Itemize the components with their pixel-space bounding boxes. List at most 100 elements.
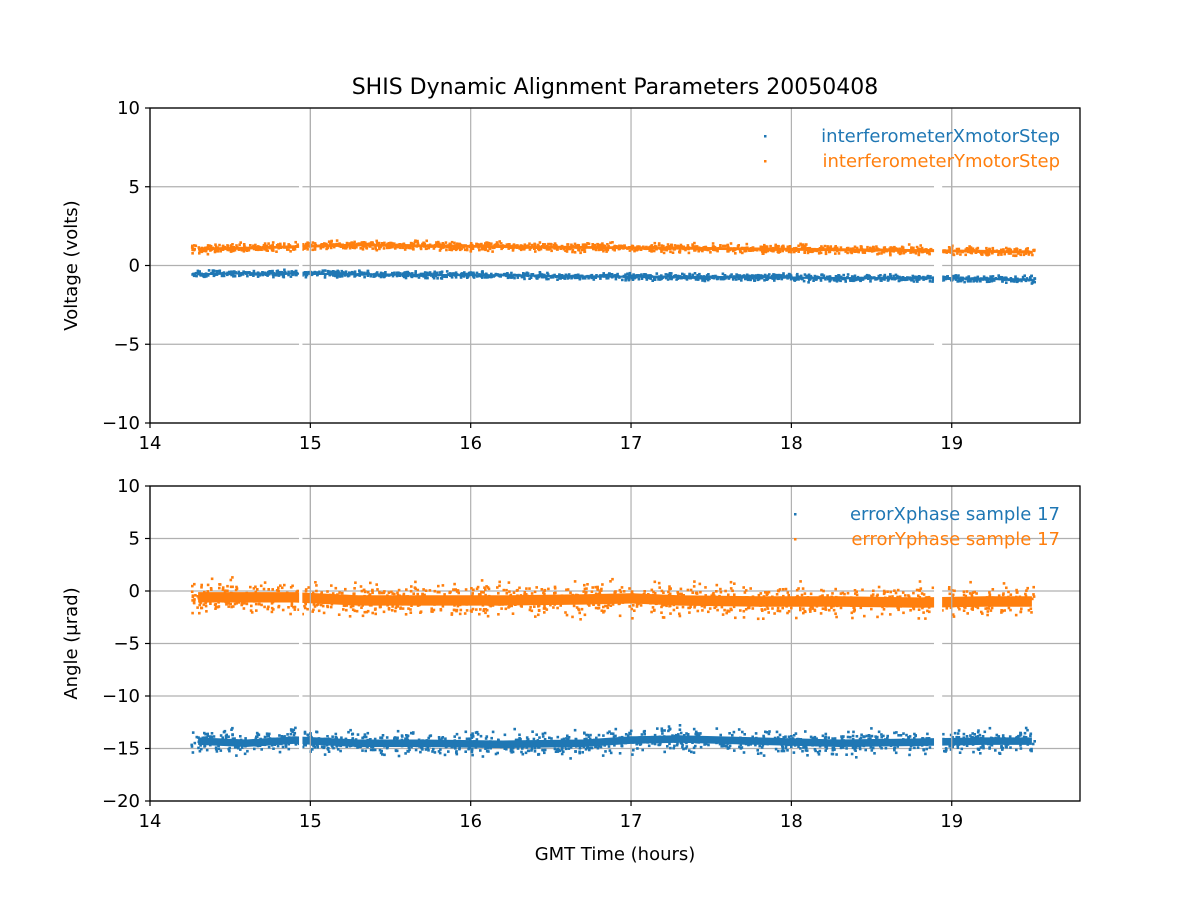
data-point [279,244,282,247]
data-point [660,611,663,614]
data-point [199,273,202,277]
data-point [623,244,626,247]
data-point [210,735,213,739]
data-point [693,248,696,252]
data-point [528,608,532,612]
data-point [875,595,879,598]
data-point [998,752,1002,755]
data-point [452,588,455,591]
data-point [351,737,355,740]
data-point [518,733,521,737]
data-point [876,593,879,597]
data-point [450,272,453,276]
data-point [804,746,807,749]
data-point [731,277,735,280]
data-point [699,745,703,749]
data-point [839,279,842,283]
data-point [404,246,408,250]
data-point [438,271,442,274]
data-point [280,586,284,590]
data-point [628,605,631,608]
data-point [489,275,492,279]
data-point [970,593,974,597]
data-point [809,610,812,613]
data-point [956,732,960,735]
data-point [602,272,605,275]
data-point [453,241,456,245]
data-point [564,249,567,252]
data-point [744,277,747,281]
data-point [379,275,383,279]
data-point [902,732,905,735]
data-point [637,248,640,251]
data-point [511,249,515,252]
data-point [762,734,765,738]
data-point [870,607,873,611]
data-point [792,751,796,754]
data-point [191,244,194,248]
data-point [966,612,969,615]
data-point [301,274,304,277]
data-point [835,277,839,281]
x-tick-label: 15 [299,433,322,454]
data-point [458,248,462,252]
data-point [1009,248,1013,252]
data-point [801,749,804,753]
data-point [774,747,778,751]
data-point [326,735,329,738]
data-point [766,274,769,278]
data-point [670,272,673,275]
data-point [908,735,912,738]
data-point [229,244,233,247]
legend-marker [764,160,767,163]
data-point [653,742,657,746]
data-point [566,248,569,251]
data-point [427,736,430,740]
data-point [624,733,628,736]
data-point [541,275,544,279]
data-point [896,588,900,592]
y-tick-label: −5 [113,334,140,355]
data-point [567,273,571,276]
series-2-band [198,243,1032,254]
data-point [958,751,962,754]
data-point [691,244,694,248]
data-point [637,277,641,281]
data-point [811,736,815,740]
data-point [547,277,550,281]
data-point [585,733,588,737]
data-point [721,742,725,746]
data-point [912,246,915,250]
data-point [353,246,357,250]
data-point [543,751,546,755]
data-point [902,251,905,255]
data-point [522,273,526,276]
data-point [909,744,913,748]
data-point [220,274,224,278]
data-point [306,248,309,251]
data-point [345,246,348,250]
data-point [932,278,935,282]
data-point [969,580,972,584]
data-point [638,743,642,746]
data-point [650,250,653,253]
data-point [850,251,854,255]
data-point [566,277,569,280]
data-point [781,747,785,750]
data-point [275,250,278,253]
data-point [679,587,683,591]
data-point [289,250,292,253]
data-point [311,748,314,751]
data-point [217,747,221,750]
data-point [207,269,211,272]
data-point [722,277,726,281]
data-point [729,580,733,584]
data-point [356,733,360,736]
data-point [679,243,683,247]
data-point [556,750,560,753]
data-point [491,250,494,253]
data-point [706,248,710,252]
data-point [590,590,594,593]
data-point [261,273,265,277]
